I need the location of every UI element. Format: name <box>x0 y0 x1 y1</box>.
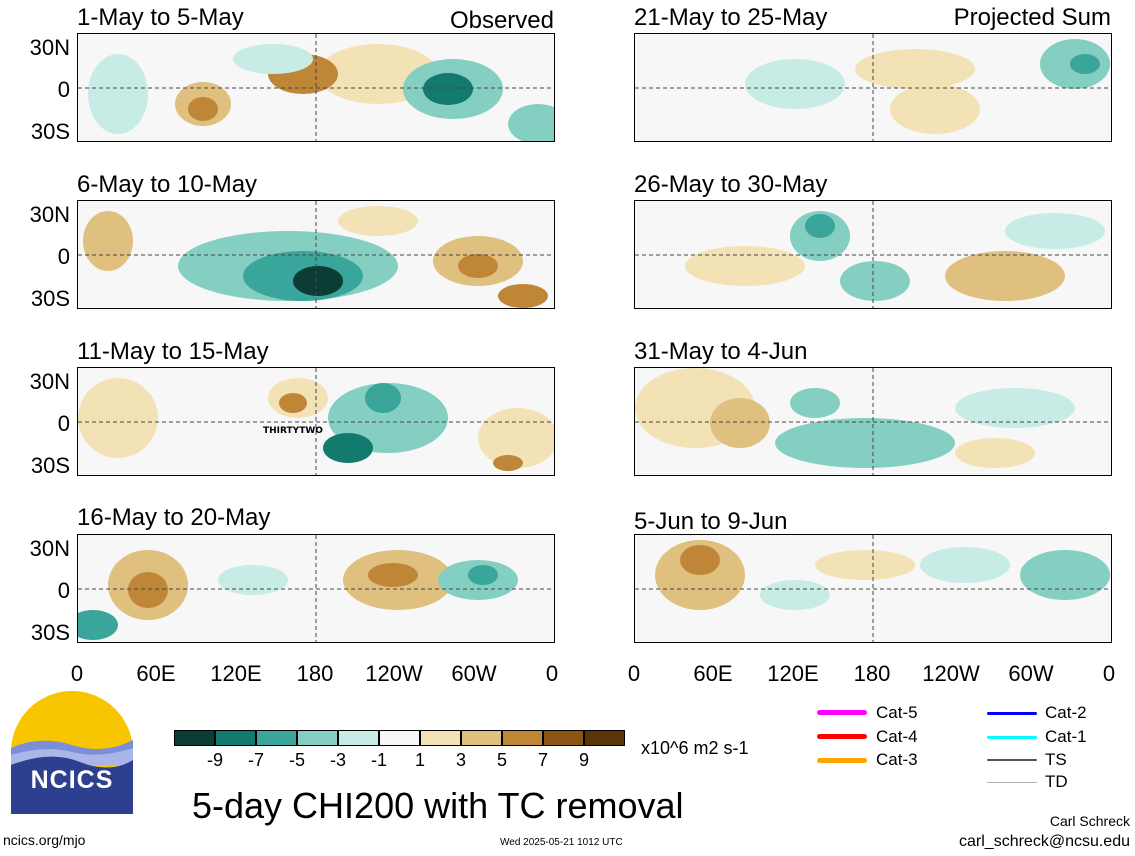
lat-label-30n: 30N <box>29 536 70 561</box>
panel-title-3: 11-May to 15-May <box>77 338 269 365</box>
colorbar-label: -5 <box>288 750 306 770</box>
legend-label-cat2: Cat-2 <box>1045 703 1087 722</box>
lon-label-60w: 60W <box>1008 661 1054 686</box>
colorbar-label: -1 <box>370 750 388 770</box>
map-panel-3: THIRTYTWO <box>77 367 555 476</box>
legend-line-cat2 <box>987 712 1037 715</box>
colorbar-label: -7 <box>247 750 265 770</box>
lon-label-0: 0 <box>627 661 641 686</box>
colorbar-label: 9 <box>578 750 590 770</box>
colorbar-swatch <box>174 730 215 746</box>
legend-line-cat1 <box>987 736 1037 739</box>
lat-label-30s: 30S <box>30 620 70 645</box>
panel-title-8: 5-Jun to 9-Jun <box>634 508 788 535</box>
map-panel-1 <box>77 33 555 142</box>
panel-title-5: 21-May to 25-May <box>634 4 828 31</box>
lon-label-60w: 60W <box>451 661 497 686</box>
panel-title-6: 26-May to 30-May <box>634 171 828 198</box>
panel-title-1: 1-May to 5-May <box>77 4 244 31</box>
lon-label-0-end: 0 <box>1102 661 1116 686</box>
legend-line-td <box>987 782 1037 783</box>
colorbar-label: 1 <box>414 750 426 770</box>
footer-timestamp: Wed 2025-05-21 1012 UTC <box>500 837 623 848</box>
colorbar-swatch <box>584 730 625 746</box>
lat-label-30s: 30S <box>30 453 70 478</box>
lat-label-eq: 0 <box>57 244 70 269</box>
anomaly-field-7 <box>635 368 1111 475</box>
lat-label-30s: 30S <box>30 286 70 311</box>
legend-line-cat4 <box>817 734 867 739</box>
lon-label-60e: 60E <box>693 661 733 686</box>
map-panel-5 <box>634 33 1112 142</box>
lat-label-30n: 30N <box>29 35 70 60</box>
panel-title-7: 31-May to 4-Jun <box>634 338 808 365</box>
legend-label-td: TD <box>1045 772 1068 791</box>
colorbar-swatch <box>338 730 379 746</box>
ncics-logo: NCICS <box>10 690 134 814</box>
lat-label-30n: 30N <box>29 369 70 394</box>
anomaly-field-2 <box>78 201 554 308</box>
map-panel-2 <box>77 200 555 309</box>
lat-label-30s: 30S <box>30 119 70 144</box>
lat-label-eq: 0 <box>57 411 70 436</box>
anomaly-field-6 <box>635 201 1111 308</box>
colorbar-swatch <box>420 730 461 746</box>
legend-label-cat3: Cat-3 <box>876 750 918 769</box>
map-panel-6 <box>634 200 1112 309</box>
colorbar-label: 7 <box>537 750 549 770</box>
storm-label: THIRTYTWO <box>263 426 323 436</box>
colorbar-swatch <box>297 730 338 746</box>
lat-label-eq: 0 <box>57 77 70 102</box>
anomaly-field-8 <box>635 535 1111 642</box>
anomaly-field-1 <box>78 34 554 141</box>
lon-label-120e: 120E <box>210 661 262 686</box>
colorbar-label: 3 <box>455 750 467 770</box>
legend-label-cat4: Cat-4 <box>876 727 918 746</box>
panel-title-4: 16-May to 20-May <box>77 504 271 531</box>
anomaly-field-3 <box>78 368 554 475</box>
lon-label-120w: 120W <box>922 661 980 686</box>
footer-email[interactable]: carl_schreck@ncsu.edu <box>959 833 1130 850</box>
panel-tag-projected: Projected Sum <box>953 4 1111 31</box>
legend-label-cat5: Cat-5 <box>876 703 918 722</box>
colorbar-swatch <box>543 730 584 746</box>
legend-line-ts <box>987 759 1037 761</box>
legend-line-cat3 <box>817 758 867 763</box>
map-panel-4 <box>77 534 555 643</box>
lat-label-30n: 30N <box>29 202 70 227</box>
colorbar-swatch <box>502 730 543 746</box>
footer-link[interactable]: ncics.org/mjo <box>3 832 86 848</box>
colorbar-units: x10^6 m2 s-1 <box>641 738 749 758</box>
colorbar-swatch <box>461 730 502 746</box>
colorbar-swatch <box>215 730 256 746</box>
map-panel-8 <box>634 534 1112 643</box>
colorbar-swatch <box>256 730 297 746</box>
lon-label-0-end: 0 <box>545 661 559 686</box>
lon-label-180: 180 <box>853 661 891 686</box>
lon-label-60e: 60E <box>136 661 176 686</box>
lon-label-180: 180 <box>296 661 334 686</box>
footer-author: Carl Schreck <box>1049 813 1130 829</box>
logo-text: NCICS <box>30 766 114 794</box>
colorbar-label: -9 <box>206 750 224 770</box>
panel-title-2: 6-May to 10-May <box>77 171 258 198</box>
colorbar-label: 5 <box>496 750 508 770</box>
lon-label-0: 0 <box>70 661 84 686</box>
lon-label-120e: 120E <box>767 661 819 686</box>
colorbar-swatch <box>379 730 420 746</box>
anomaly-field-4 <box>78 535 554 642</box>
panel-tag-observed: Observed <box>449 7 554 34</box>
legend-label-cat1: Cat-1 <box>1045 727 1087 746</box>
lat-label-eq: 0 <box>57 578 70 603</box>
legend-line-cat5 <box>817 710 867 715</box>
colorbar-label: -3 <box>329 750 347 770</box>
main-title: 5-day CHI200 with TC removal <box>192 785 684 826</box>
lon-label-120w: 120W <box>365 661 423 686</box>
anomaly-field-5 <box>635 34 1111 141</box>
map-panel-7 <box>634 367 1112 476</box>
legend-label-ts: TS <box>1045 750 1067 769</box>
